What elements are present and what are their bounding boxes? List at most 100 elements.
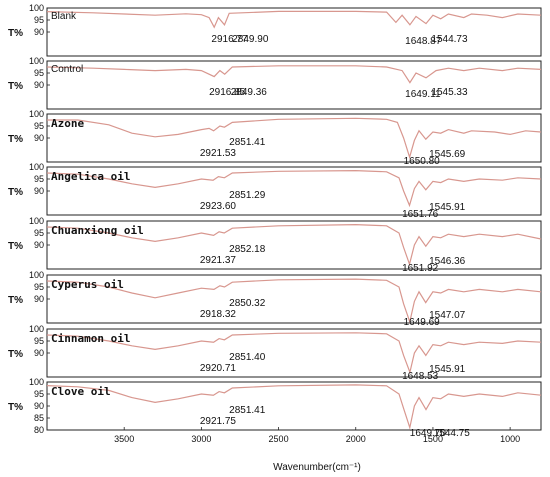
- y-tick-label: 95: [34, 121, 44, 131]
- y-tick-label: 100: [29, 216, 44, 226]
- peak-label: 2916.85: [209, 87, 246, 98]
- panel-frame: [46, 113, 542, 163]
- spectrum-line: [46, 223, 542, 267]
- y-axis-label: T%: [8, 28, 23, 39]
- peak-label: 2852.18: [229, 244, 266, 255]
- y-tick-label: 100: [29, 109, 44, 119]
- y-tick-label: 90: [34, 401, 44, 411]
- y-tick-label: 95: [34, 389, 44, 399]
- peak-label: 2923.60: [200, 201, 237, 212]
- y-axis-label: T%: [8, 81, 23, 92]
- x-axis-label: Wavenumber(cm⁻¹): [273, 462, 361, 473]
- peak-label: 1649.69: [404, 317, 441, 328]
- peak-label: 2921.53: [200, 148, 237, 159]
- peak-label: 1649.70: [410, 428, 447, 439]
- y-axis-label: T%: [8, 349, 23, 360]
- peak-label: 1545.33: [431, 87, 468, 98]
- peak-label: 2851.41: [229, 137, 266, 148]
- panel-frame: [46, 60, 542, 110]
- series-name: Chuanxiong oil: [51, 224, 144, 237]
- peak-label: 1649.11: [405, 89, 441, 100]
- y-tick-label: 90: [34, 186, 44, 196]
- peak-label: 1545.69: [429, 149, 466, 160]
- x-tick-label: 1000: [500, 434, 520, 444]
- x-tick-label: 3000: [191, 434, 211, 444]
- y-tick-label: 100: [29, 3, 44, 13]
- peak-label: 2851.29: [229, 190, 266, 201]
- y-tick-label: 100: [29, 270, 44, 280]
- peak-label: 1544.73: [431, 34, 468, 45]
- y-tick-label: 90: [34, 240, 44, 250]
- spectrum-line: [46, 384, 542, 430]
- peak-label: 1546.36: [429, 256, 466, 267]
- peak-label: 2849.90: [232, 34, 269, 45]
- peak-label: 2851.40: [229, 352, 266, 363]
- y-tick-label: 90: [34, 80, 44, 90]
- panel-frame: [46, 381, 542, 431]
- series-name: Clove oil: [51, 385, 111, 398]
- spectrum-line: [46, 278, 542, 324]
- y-tick-label: 90: [34, 294, 44, 304]
- peak-label: 1648.87: [405, 36, 442, 47]
- spectrum-line: [46, 65, 542, 84]
- y-tick-label: 85: [34, 413, 44, 423]
- y-tick-label: 90: [34, 27, 44, 37]
- panel-frame: [46, 7, 542, 57]
- peak-label: 1651.92: [402, 263, 439, 274]
- peak-label: 1547.07: [429, 310, 466, 321]
- y-tick-label: 100: [29, 162, 44, 172]
- y-tick-label: 80: [34, 425, 44, 435]
- x-axis: 3500 3000 2500 2000 1500 1000: [114, 427, 520, 444]
- spectrum-line: [46, 10, 542, 29]
- peak-label: 1650.80: [404, 156, 441, 167]
- y-tick-label: 100: [29, 56, 44, 66]
- y-axis-label: T%: [8, 402, 23, 413]
- y-tick-label: 90: [34, 348, 44, 358]
- series-name: Control: [51, 64, 83, 75]
- peak-label: 1545.91: [429, 364, 466, 375]
- series-name: Cyperus oil: [51, 278, 124, 291]
- spectrum-line: [46, 169, 542, 208]
- x-tick-label: 2000: [346, 434, 366, 444]
- y-tick-label: 95: [34, 174, 44, 184]
- y-axis-label: T%: [8, 295, 23, 306]
- peak-label: 1648.53: [402, 371, 439, 382]
- y-tick-label: 95: [34, 282, 44, 292]
- peak-label: 1651.76: [402, 209, 439, 220]
- spectrum-line: [46, 332, 542, 375]
- peak-label: 2918.32: [200, 309, 237, 320]
- x-tick-label: 3500: [114, 434, 134, 444]
- series-name: Cinnamon oil: [51, 332, 130, 345]
- y-tick-label: 90: [34, 133, 44, 143]
- peak-label: 2916.77: [211, 34, 248, 45]
- y-axis-label: T%: [8, 241, 23, 252]
- y-tick-label: 100: [29, 377, 44, 387]
- series-name: Blank: [51, 11, 77, 22]
- series-name: Angelica oil: [51, 170, 130, 183]
- series-name: Azone: [51, 117, 84, 130]
- y-axis-label: T%: [8, 187, 23, 198]
- y-axis-label: T%: [8, 134, 23, 145]
- x-tick-label: 1500: [423, 434, 443, 444]
- peak-label: 2850.32: [229, 298, 266, 309]
- peak-label: 1545.91: [429, 202, 466, 213]
- peak-label: 2921.75: [200, 416, 237, 427]
- peak-label: 2851.41: [229, 405, 266, 416]
- spectrum-line: [47, 117, 542, 160]
- peak-label: 1544.75: [434, 428, 471, 439]
- y-tick-label: 95: [34, 336, 44, 346]
- x-tick-label: 2500: [269, 434, 289, 444]
- y-tick-label: 95: [34, 68, 44, 78]
- peak-label: 2920.71: [200, 363, 237, 374]
- peak-label: 2921.37: [200, 255, 237, 266]
- y-tick-label: 100: [29, 324, 44, 334]
